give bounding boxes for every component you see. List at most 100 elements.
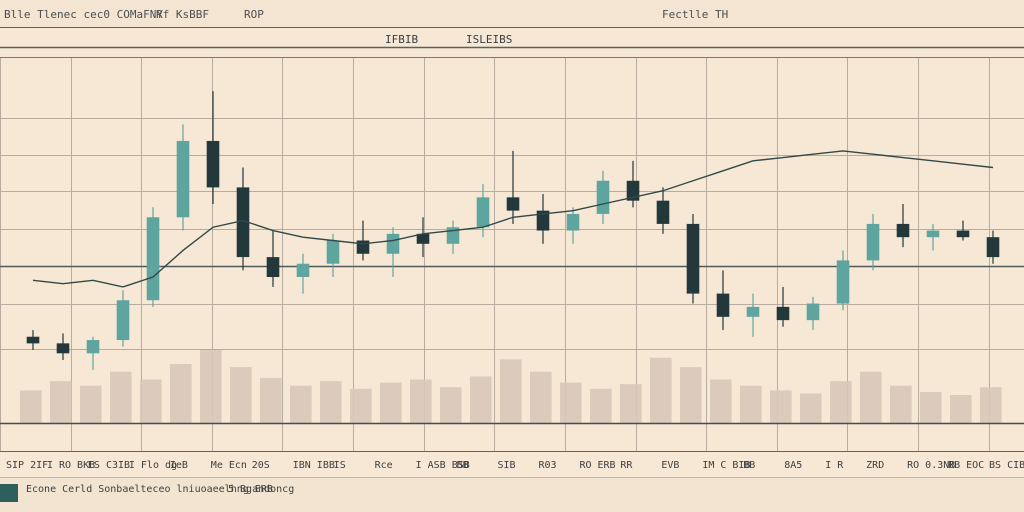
candle-body — [806, 303, 820, 321]
volume-bar — [740, 385, 762, 423]
candle-body — [596, 180, 610, 214]
header-title-mid: Rf KsBBF — [156, 8, 209, 21]
volume-bar — [110, 371, 132, 423]
volume-bar — [500, 359, 522, 423]
candle-body — [266, 257, 280, 277]
candle-body — [146, 217, 160, 301]
subheader-value-a: IFBIB — [385, 33, 418, 46]
candle-body — [686, 223, 700, 294]
candle-body — [926, 230, 940, 238]
candle-body — [956, 230, 970, 238]
axis-label: I R — [825, 460, 844, 471]
volume-bar — [290, 385, 312, 423]
axis-label: Rce — [375, 460, 393, 471]
status-text: Econe Cerld Sonbaelteceo lniuoaeelhng ER… — [26, 484, 273, 495]
volume-bar — [650, 357, 672, 423]
axis-label: RR — [620, 460, 633, 471]
subheader-value-b: ISLEIBS — [466, 33, 512, 46]
axis-label: SIB — [498, 460, 516, 471]
candle-body — [296, 263, 310, 277]
candle-body — [236, 187, 250, 258]
axis-label: RB EOC — [948, 460, 984, 471]
volume-bar — [620, 384, 642, 423]
volume-bar — [560, 382, 582, 423]
axis-label: EVB — [661, 460, 679, 471]
axis-label: I RO BKB — [47, 460, 95, 471]
price-candles — [26, 91, 1000, 370]
candle-body — [836, 260, 850, 304]
volume-series — [20, 350, 1002, 423]
axis-label: I Flo dg — [129, 460, 177, 471]
candle-body — [896, 223, 910, 238]
header-title-left: Blle Tlenec cec0 COMaFNY — [4, 8, 163, 21]
status-badge — [0, 484, 18, 502]
candle-body — [26, 336, 40, 344]
axis-label: Me Ecn — [211, 460, 247, 471]
volume-bar — [410, 379, 432, 423]
volume-bar — [260, 377, 282, 423]
axis-label: RO 0.3NB — [907, 460, 955, 471]
axis-label: SIP 2IF — [6, 460, 48, 471]
volume-bar — [230, 367, 252, 423]
volume-bar — [530, 371, 552, 423]
candle-body — [626, 180, 640, 201]
candle-body — [86, 340, 100, 354]
axis-label: 8A5 — [784, 460, 802, 471]
axis-label: IS — [334, 460, 346, 471]
candle-body — [356, 240, 370, 254]
axis-label: BB — [457, 460, 469, 471]
volume-bar — [920, 391, 942, 423]
volume-bar — [50, 381, 72, 423]
candle-body — [176, 140, 190, 218]
axis-label: ZRD — [866, 460, 884, 471]
volume-bar — [140, 379, 162, 423]
axis-label: IeB — [170, 460, 188, 471]
axis-label: IBN IBB — [293, 460, 335, 471]
volume-bar — [350, 388, 372, 423]
candle-body — [986, 237, 1000, 258]
axis-label: ES C3IB — [88, 460, 130, 471]
volume-bar — [860, 371, 882, 423]
volume-bar — [590, 388, 612, 423]
volume-bar — [890, 385, 912, 423]
axis-label: I ASB BSB — [416, 460, 470, 471]
candle-body — [536, 210, 550, 231]
volume-bar — [980, 387, 1002, 423]
volume-bar — [80, 385, 102, 423]
volume-bar — [710, 379, 732, 423]
volume-bar — [20, 390, 42, 423]
candle-body — [116, 300, 130, 341]
candle-body — [776, 306, 790, 321]
axis-label: BB — [743, 460, 755, 471]
header-band — [0, 0, 1024, 28]
candle-body — [506, 197, 520, 211]
axis-label: 20S — [252, 460, 270, 471]
candle-body — [56, 343, 70, 354]
candle-body — [866, 223, 880, 261]
volume-bar — [200, 350, 222, 423]
candle-body — [746, 306, 760, 317]
status-bar — [0, 477, 1024, 512]
axis-label: BS CIB — [989, 460, 1024, 471]
volume-bar — [170, 363, 192, 423]
candle-body — [716, 293, 730, 317]
header-title-right: Fectlle TH — [662, 8, 728, 21]
axis-label: IM C BIB — [702, 460, 750, 471]
candle-body — [326, 240, 340, 264]
axis-label: R03 — [538, 460, 556, 471]
volume-bar — [320, 381, 342, 423]
moving-average-line — [32, 150, 994, 288]
volume-bar — [440, 387, 462, 423]
header-title-mid2: ROP — [244, 8, 264, 21]
volume-bar — [680, 367, 702, 423]
status-text-secondary: 5 Bgandoncg — [228, 484, 295, 495]
candle-body — [386, 233, 400, 254]
volume-bar — [470, 376, 492, 423]
candle-body — [566, 213, 580, 231]
axis-label: RO ERB — [579, 460, 615, 471]
volume-bar — [770, 390, 792, 423]
candle-body — [206, 140, 220, 188]
